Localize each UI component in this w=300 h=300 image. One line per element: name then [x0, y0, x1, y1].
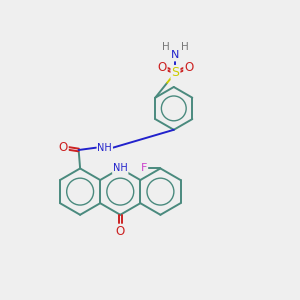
Text: H: H — [181, 42, 189, 52]
Text: S: S — [172, 66, 179, 79]
Text: NH: NH — [98, 142, 112, 153]
Text: NH: NH — [113, 164, 128, 173]
Text: N: N — [171, 50, 180, 61]
Text: O: O — [58, 141, 68, 154]
Text: F: F — [141, 164, 147, 173]
Text: O: O — [116, 225, 125, 238]
Text: H: H — [162, 42, 170, 52]
Text: O: O — [184, 61, 194, 74]
Text: O: O — [158, 61, 167, 74]
